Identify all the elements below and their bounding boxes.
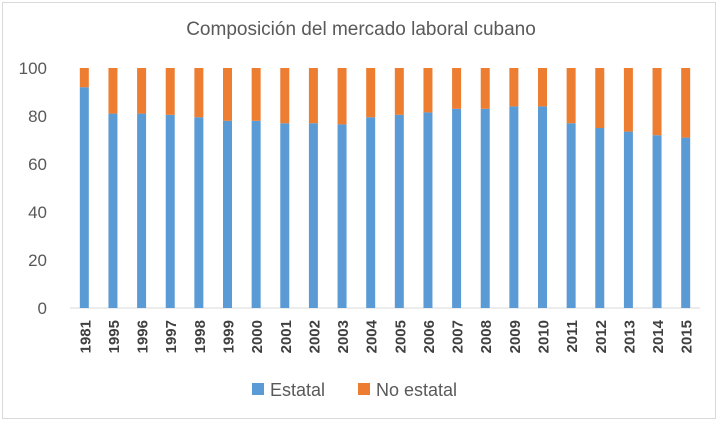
x-tick-label: 2006 xyxy=(421,320,438,353)
bar-no-estatal-2008 xyxy=(480,68,490,109)
chart-title: Composición del mercado laboral cubano xyxy=(186,19,536,40)
bar-no-estatal-2013 xyxy=(623,68,633,132)
bar-estatal-2000 xyxy=(251,120,261,308)
bar-estatal-2010 xyxy=(538,106,547,309)
bar-no-estatal-2003 xyxy=(337,68,347,125)
bar-estatal-2014 xyxy=(652,135,662,308)
legend-swatch-no-estatal xyxy=(358,383,370,395)
y-tick-label: 80 xyxy=(28,107,47,126)
legend-label-no-estatal: No estatal xyxy=(376,380,457,400)
y-tick-label: 60 xyxy=(28,155,47,174)
bar-estatal-1996 xyxy=(137,113,147,308)
x-tick-label: 2002 xyxy=(306,320,323,353)
legend-swatch-estatal xyxy=(252,383,264,395)
bar-estatal-2012 xyxy=(595,128,605,308)
bar-no-estatal-1997 xyxy=(165,68,175,115)
x-tick-label: 2013 xyxy=(621,320,638,353)
bar-no-estatal-2015 xyxy=(681,68,691,138)
x-tick-label: 2011 xyxy=(564,320,581,353)
bar-no-estatal-2011 xyxy=(566,68,576,124)
x-tick-label: 2009 xyxy=(507,320,524,353)
x-tick-label: 2003 xyxy=(335,320,352,353)
bar-no-estatal-2004 xyxy=(366,68,376,118)
x-tick-label: 2015 xyxy=(679,320,696,353)
bar-estatal-2003 xyxy=(337,124,347,309)
x-tick-label: 1997 xyxy=(163,320,180,353)
bar-no-estatal-2002 xyxy=(308,68,318,124)
bar-no-estatal-2010 xyxy=(538,68,547,107)
bar-estatal-1981 xyxy=(79,87,89,308)
x-tick-label: 2001 xyxy=(278,320,295,353)
legend-label-estatal: Estatal xyxy=(270,380,325,400)
bar-estatal-2006 xyxy=(423,112,433,309)
bar-no-estatal-1996 xyxy=(137,68,147,114)
x-axis-ticks: 1981 1995 1996 1997 1998 1999 2000 2001 2002 2003… xyxy=(77,319,695,353)
bar-estatal-1999 xyxy=(223,120,232,308)
bar-estatal-1995 xyxy=(108,113,118,308)
bar-estatal-2002 xyxy=(308,123,318,308)
bar-estatal-2011 xyxy=(566,123,576,308)
x-tick-label: 2008 xyxy=(478,320,495,353)
bar-no-estatal-2012 xyxy=(595,68,605,128)
bar-no-estatal-2005 xyxy=(394,68,404,115)
bar-no-estatal-2007 xyxy=(452,68,462,109)
y-tick-label: 0 xyxy=(38,299,47,318)
x-tick-label: 1995 xyxy=(106,320,123,353)
x-tick-label: 1996 xyxy=(135,320,152,353)
bar-estatal-2013 xyxy=(623,131,633,308)
bar-no-estatal-1999 xyxy=(223,68,232,121)
x-tick-label: 2007 xyxy=(450,320,467,353)
bar-estatal-1998 xyxy=(194,117,204,308)
bar-no-estatal-2014 xyxy=(652,68,662,136)
bar-no-estatal-1995 xyxy=(108,68,118,114)
y-tick-label: 100 xyxy=(19,59,47,78)
bar-estatal-2004 xyxy=(366,117,376,308)
x-tick-label: 1998 xyxy=(192,320,209,353)
x-tick-label: 1999 xyxy=(221,320,238,353)
bar-no-estatal-2006 xyxy=(423,68,433,113)
bar-no-estatal-1981 xyxy=(79,68,89,88)
bar-estatal-2005 xyxy=(394,114,404,308)
bar-no-estatal-2000 xyxy=(251,68,261,121)
legend: Estatal No estatal xyxy=(252,380,457,400)
x-tick-label: 1981 xyxy=(77,320,94,353)
y-tick-label: 20 xyxy=(28,251,47,270)
y-tick-label: 40 xyxy=(28,203,47,222)
bar-no-estatal-2001 xyxy=(280,68,290,124)
bar-estatal-2009 xyxy=(509,106,519,309)
y-axis: 0 20 40 60 80 100 xyxy=(19,59,47,318)
x-tick-label: 2000 xyxy=(249,320,266,353)
bar-estatal-2015 xyxy=(681,137,691,308)
x-tick-label: 2004 xyxy=(364,319,381,353)
bar-estatal-1997 xyxy=(165,114,175,308)
x-tick-label: 2010 xyxy=(536,320,553,353)
bar-estatal-2001 xyxy=(280,123,290,308)
bar-estatal-2008 xyxy=(480,108,490,308)
bar-estatal-2007 xyxy=(452,108,462,308)
bar-no-estatal-2009 xyxy=(509,68,519,107)
x-tick-label: 2012 xyxy=(593,320,610,353)
bars xyxy=(79,68,691,309)
bar-no-estatal-1998 xyxy=(194,68,204,118)
x-tick-label: 2014 xyxy=(650,319,667,353)
x-tick-label: 2005 xyxy=(392,320,409,353)
